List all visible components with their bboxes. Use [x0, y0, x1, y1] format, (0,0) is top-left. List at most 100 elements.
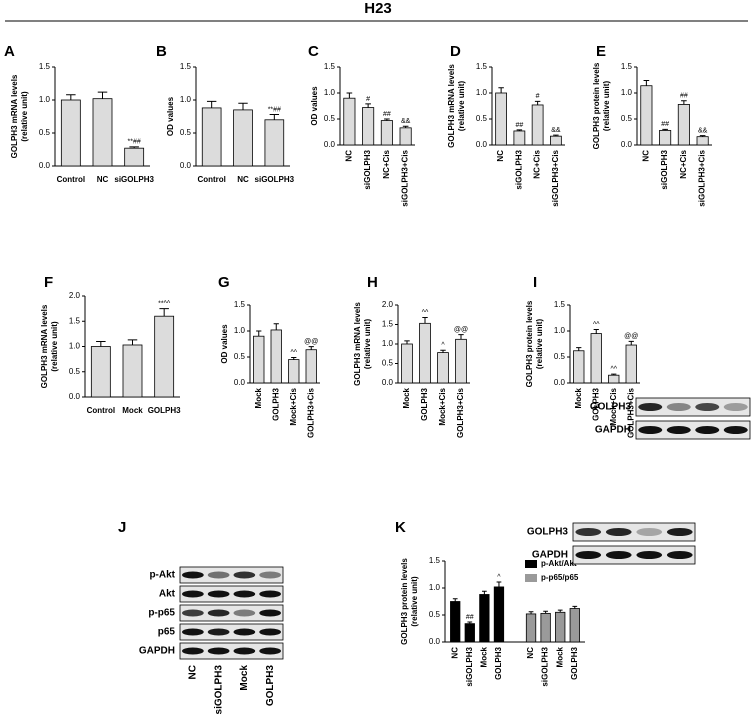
- y-axis-label: (relative unit): [457, 81, 466, 132]
- blot-band: [259, 590, 281, 598]
- x-tick-label: siGOLPH3: [114, 175, 154, 184]
- y-tick-label: 1.5: [554, 300, 566, 309]
- y-axis-label: (relative unit): [363, 319, 372, 370]
- x-tick-label: Control: [197, 175, 225, 184]
- error-bar: [66, 94, 76, 100]
- y-tick-label: 0.5: [429, 610, 441, 619]
- bar: [90, 346, 111, 398]
- error-bar: [308, 346, 314, 350]
- y-tick-label: 0.0: [429, 637, 441, 646]
- error-bar: [422, 316, 428, 324]
- annotation: ##: [466, 614, 474, 621]
- blot-band: [638, 403, 663, 411]
- x-tick-label: GOLPH3: [271, 387, 280, 420]
- y-tick-label: 2.0: [382, 300, 394, 309]
- blot-row: [572, 522, 696, 542]
- blot-band: [233, 571, 256, 579]
- bar: [233, 109, 253, 167]
- y-tick-label: 1.0: [39, 95, 51, 104]
- blot-band: [233, 647, 256, 655]
- error-bar: [269, 114, 280, 120]
- y-tick-label: 1.5: [39, 62, 51, 71]
- annotation: ##: [383, 111, 391, 118]
- bar: [495, 92, 507, 146]
- y-tick-label: 1.5: [69, 316, 81, 325]
- y-tick-label: 0.0: [39, 161, 51, 170]
- y-tick-label: 0.0: [180, 161, 192, 170]
- bar: [380, 120, 393, 146]
- annotation: ##: [515, 122, 523, 129]
- blot-band: [638, 426, 663, 434]
- error-bar: [384, 118, 390, 121]
- annotation: &&: [551, 127, 561, 134]
- x-tick-label: NC: [526, 647, 535, 659]
- error-bar: [516, 129, 523, 131]
- blot-label: GOLPH3: [527, 527, 569, 538]
- y-tick-label: 0.0: [621, 140, 633, 149]
- x-tick-label: Mock: [574, 387, 583, 408]
- blot-band: [182, 628, 204, 636]
- error-bar: [643, 80, 650, 86]
- bar: [399, 127, 412, 146]
- blot-row: [635, 420, 751, 440]
- error-bar: [593, 328, 599, 334]
- error-bar: [553, 134, 559, 137]
- x-tick-label: GOLPH3: [591, 387, 600, 420]
- error-bar: [440, 349, 446, 353]
- y-tick-label: 2.0: [69, 291, 81, 300]
- x-tick-label: GOLPH3: [420, 387, 429, 420]
- blot-band: [575, 551, 602, 559]
- x-tick-label: siGOLPH3: [255, 175, 295, 184]
- x-tick-label: siGOLPH3+Cis: [698, 149, 707, 206]
- bar: [92, 98, 113, 167]
- x-tick-label: NC: [450, 647, 459, 659]
- x-tick-label: GOLPH3+Cis: [306, 387, 315, 438]
- annotation: @@: [624, 333, 638, 340]
- y-tick-label: 0.5: [554, 352, 566, 361]
- bar: [124, 147, 145, 167]
- y-tick-label: 1.0: [324, 88, 336, 97]
- bar: [362, 107, 375, 146]
- blot-band: [182, 590, 204, 598]
- blot-row: [635, 397, 751, 417]
- annotation: **##: [268, 106, 281, 113]
- y-tick-label: 0.0: [382, 378, 394, 387]
- annotation: **##: [128, 139, 141, 146]
- bar: [437, 352, 449, 384]
- y-tick-label: 0.5: [621, 114, 633, 123]
- bar: [608, 374, 620, 384]
- error-bar: [129, 146, 139, 149]
- x-tick-label: siGOLPH3: [514, 149, 523, 189]
- y-axis-label: GOLPH3 mRNA levels: [447, 64, 456, 148]
- bar: [550, 135, 562, 146]
- error-bar: [498, 87, 504, 93]
- y-tick-label: 1.0: [180, 95, 192, 104]
- blot-label: p65: [158, 627, 176, 638]
- lane-label: siGOLPH3: [213, 665, 224, 715]
- y-axis-label: OD values: [310, 86, 319, 126]
- blot-band: [207, 571, 230, 579]
- legend-label: p-p65/p65: [541, 573, 579, 582]
- blot-label: GAPDH: [139, 646, 175, 657]
- bar: [401, 343, 413, 384]
- bar: [659, 130, 672, 146]
- blot-band: [259, 628, 281, 636]
- bar: [305, 349, 317, 384]
- annotation: @@: [454, 326, 468, 333]
- bar: [677, 104, 690, 146]
- blot-band: [259, 571, 281, 579]
- error-bar: [452, 598, 458, 602]
- x-tick-label: Mock: [479, 646, 488, 667]
- y-axis-label: GOLPH3 protein levels: [400, 558, 409, 645]
- bar: [201, 107, 222, 167]
- y-axis-label: OD values: [166, 96, 175, 136]
- blot-band: [666, 403, 691, 411]
- blot-label: GOLPH3: [590, 402, 632, 413]
- x-tick-label: NC+Cis: [533, 149, 542, 178]
- blot-band: [636, 551, 663, 559]
- error-bar: [699, 135, 706, 137]
- annotation: **^^: [158, 300, 171, 307]
- x-tick-label: siGOLPH3: [660, 149, 669, 189]
- annotation: ^^: [422, 309, 429, 316]
